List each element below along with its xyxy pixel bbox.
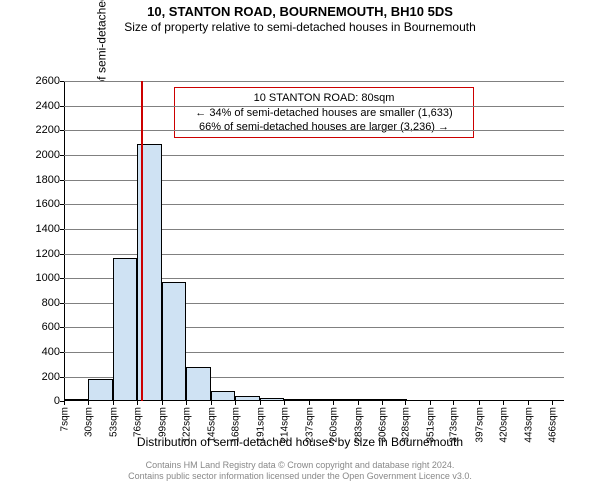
y-tick-label: 400 (42, 346, 64, 358)
x-tick-mark (284, 401, 285, 405)
grid-line (64, 81, 564, 82)
y-tick-label: 1200 (36, 248, 64, 260)
x-tick-label: 99sqm (155, 407, 168, 437)
x-tick-mark (113, 401, 114, 405)
x-tick-mark (186, 401, 187, 405)
x-tick-label: 53sqm (106, 407, 119, 437)
x-axis-label: Distribution of semi-detached houses by … (0, 435, 600, 449)
histogram-bar (309, 399, 333, 401)
histogram-bar (88, 379, 112, 401)
x-tick-mark (333, 401, 334, 405)
grid-line (64, 106, 564, 107)
x-tick-mark (260, 401, 261, 405)
x-tick-mark (479, 401, 480, 405)
y-axis-line (64, 81, 65, 401)
x-tick-mark (382, 401, 383, 405)
y-tick-label: 0 (54, 395, 64, 407)
x-tick-mark (430, 401, 431, 405)
histogram-bar (382, 399, 406, 401)
grid-line (64, 130, 564, 131)
histogram-bar (64, 399, 88, 401)
footnote-line-1: Contains HM Land Registry data © Crown c… (0, 460, 600, 471)
x-tick-mark (162, 401, 163, 405)
footnote: Contains HM Land Registry data © Crown c… (0, 460, 600, 483)
x-tick-mark (137, 401, 138, 405)
x-tick-mark (503, 401, 504, 405)
x-tick-mark (309, 401, 310, 405)
y-tick-label: 2200 (36, 124, 64, 136)
callout-line-2: ← 34% of semi-detached houses are smalle… (181, 106, 467, 120)
x-tick-mark (358, 401, 359, 405)
page-title: 10, STANTON ROAD, BOURNEMOUTH, BH10 5DS (0, 4, 600, 20)
x-tick-mark (235, 401, 236, 405)
histogram-bar (333, 399, 357, 401)
histogram-bar (284, 399, 308, 401)
x-tick-mark (405, 401, 406, 405)
histogram-bar (186, 367, 210, 401)
y-tick-label: 600 (42, 321, 64, 333)
y-tick-label: 200 (42, 371, 64, 383)
x-tick-label: 30sqm (82, 407, 95, 437)
y-tick-label: 1400 (36, 223, 64, 235)
histogram-bar (260, 398, 284, 402)
y-tick-label: 1600 (36, 198, 64, 210)
x-tick-mark (528, 401, 529, 405)
y-tick-label: 1800 (36, 174, 64, 186)
x-tick-mark (211, 401, 212, 405)
histogram-bar (113, 258, 137, 401)
x-tick-mark (64, 401, 65, 405)
histogram-bar (211, 391, 235, 401)
footnote-line-2: Contains public sector information licen… (0, 471, 600, 482)
page-subtitle: Size of property relative to semi-detach… (0, 20, 600, 35)
histogram-bar (235, 396, 259, 401)
y-tick-label: 2000 (36, 149, 64, 161)
plot-area: 10 STANTON ROAD: 80sqm ← 34% of semi-det… (64, 81, 564, 401)
y-tick-label: 2400 (36, 100, 64, 112)
callout-line-3: 66% of semi-detached houses are larger (… (181, 120, 467, 134)
histogram-bar (162, 282, 186, 401)
y-tick-label: 2600 (36, 75, 64, 87)
y-tick-label: 800 (42, 297, 64, 309)
x-tick-label: 7sqm (58, 407, 71, 431)
histogram-bar (358, 399, 382, 401)
property-marker-line (141, 81, 143, 401)
x-tick-mark (88, 401, 89, 405)
callout-line-1: 10 STANTON ROAD: 80sqm (181, 91, 467, 105)
x-tick-mark (453, 401, 454, 405)
x-tick-label: 76sqm (131, 407, 144, 437)
x-tick-mark (552, 401, 553, 405)
y-tick-label: 1000 (36, 272, 64, 284)
